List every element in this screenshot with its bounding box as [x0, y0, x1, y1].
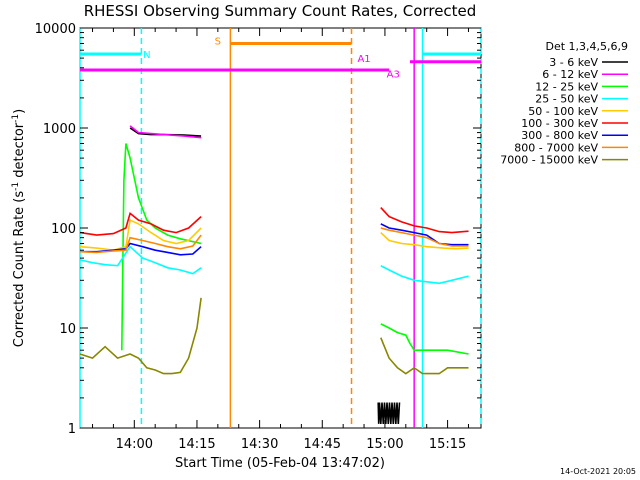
x-tick-label: 15:00 — [366, 437, 403, 452]
y-axis-ticks: 1 10 100 1000 10000 — [35, 22, 481, 437]
legend-label: 100 - 300 keV — [521, 117, 598, 130]
state-label-s: S — [215, 36, 221, 47]
x-tick-label: 14:15 — [178, 437, 215, 452]
series-line-100-300-kev — [380, 207, 469, 234]
y-tick-label: 10000 — [35, 22, 76, 37]
legend-label: 6 - 12 keV — [542, 68, 598, 81]
series-line-100-300-kev — [79, 212, 202, 236]
y-axis-label: Corrected Count Rate (s-1 detector-1) — [11, 109, 27, 347]
series-line-800-7000-kev — [380, 227, 469, 247]
chart-title: RHESSI Observing Summary Count Rates, Co… — [84, 2, 477, 20]
x-axis-ticks: 14:00 14:15 14:30 14:45 15:00 15:15 — [92, 28, 469, 452]
series-line-50-100-kev — [79, 218, 202, 252]
series-line-7000-15000-kev — [79, 297, 202, 375]
series-line-800-7000-kev — [79, 234, 202, 254]
legend-label: 12 - 25 keV — [535, 80, 598, 93]
x-tick-label: 14:45 — [304, 437, 341, 452]
x-axis-label: Start Time (05-Feb-04 13:47:02) — [175, 456, 385, 471]
y-tick-label: 1000 — [43, 122, 76, 137]
x-tick-label: 14:30 — [241, 437, 278, 452]
series-line-12-25-kev — [380, 323, 469, 355]
x-tick-label: 15:15 — [429, 437, 466, 452]
series-line-7000-15000-kev — [380, 337, 469, 375]
legend-title: Det 1,3,4,5,6,9 — [545, 40, 628, 53]
legend-label: 800 - 7000 keV — [514, 141, 598, 154]
series-line-6-12-kev — [129, 125, 202, 139]
series-layer — [79, 125, 469, 424]
series-line-25-50-kev — [79, 245, 202, 275]
legend-label: 25 - 50 keV — [535, 93, 598, 106]
x-tick-label: 14:00 — [116, 437, 153, 452]
legend-label: 7000 - 15000 keV — [500, 154, 598, 167]
series-line-12-25-kev — [121, 143, 202, 351]
legend-label: 300 - 800 keV — [521, 129, 598, 142]
series-line-50-100-kev — [380, 232, 469, 250]
series-line-3-6-kev — [377, 402, 401, 424]
y-tick-label: 10 — [59, 322, 76, 337]
plot-area — [79, 27, 482, 429]
series-line-300-800-kev — [380, 223, 469, 246]
y-tick-label: 100 — [51, 222, 76, 237]
legend-label: 50 - 100 keV — [528, 105, 598, 118]
series-line-300-800-kev — [80, 242, 202, 256]
y-tick-label: 1 — [68, 422, 76, 437]
state-bars: N S A1 A3 — [79, 28, 482, 428]
legend-label: 3 - 6 keV — [549, 56, 598, 69]
plot-frame — [79, 27, 482, 429]
state-label-a1: A1 — [357, 54, 370, 65]
timestamp: 14-Oct-2021 20:05 — [560, 467, 636, 476]
state-label-n: N — [143, 50, 150, 61]
series-line-25-50-kev — [380, 264, 469, 285]
state-label-a3: A3 — [387, 70, 400, 81]
